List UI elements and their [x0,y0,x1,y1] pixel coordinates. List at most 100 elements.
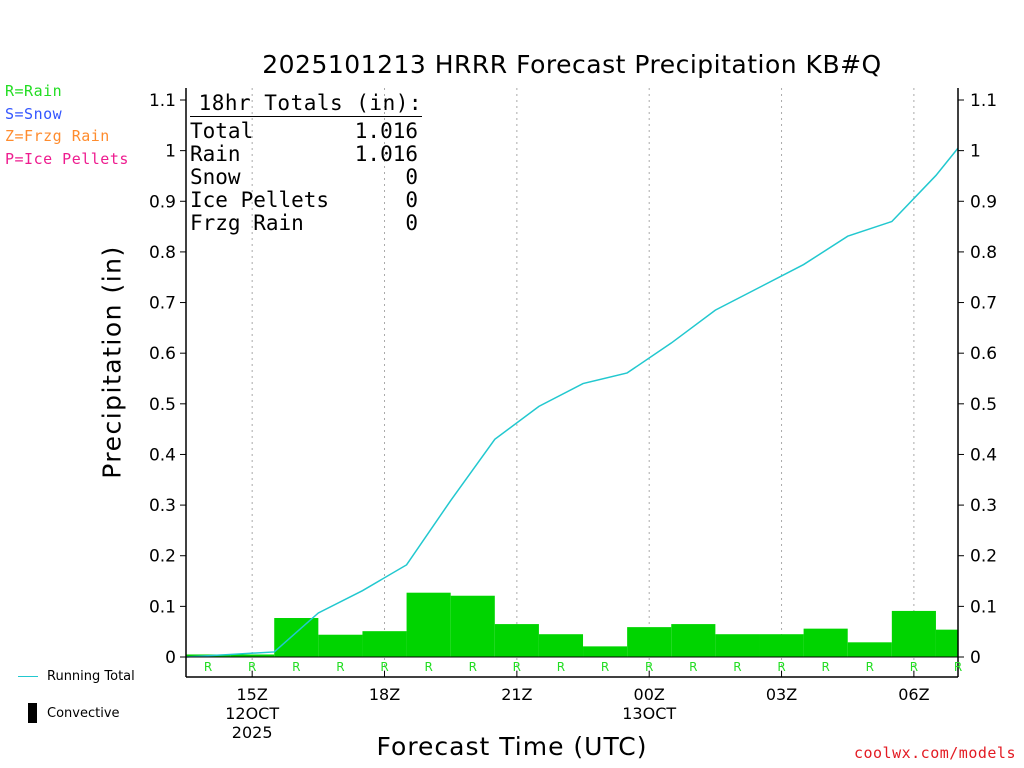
x-tick-label: 2025 [232,723,273,742]
precip-bar [583,646,628,657]
chart-title: 2025101213 HRRR Forecast Precipitation K… [262,50,882,79]
grid-layer [251,88,915,677]
y-axis-label: Precipitation (in) [97,245,127,479]
totals-value: 0 [405,211,418,235]
totals-value: 1.016 [354,142,418,166]
x-tick-label: 18Z [369,685,400,704]
bar-layer [186,592,958,657]
precip-type-label: R [601,660,609,674]
precip-type-label: R [292,660,300,674]
precip-bar [230,654,275,657]
totals-value: 1.016 [354,119,418,143]
line-layer [185,147,959,658]
precip-bar [627,627,672,657]
y-tick-label: 0.8 [149,243,176,263]
totals-value: 0 [405,188,418,212]
totals-label: Frzg Rain [190,211,304,235]
x-tick-label: 13OCT [622,704,676,723]
y-tick-label: 0.5 [970,395,997,415]
running-total-label: Running Total [47,669,135,684]
y-tick-label: 1.1 [149,91,176,111]
y-tick-label: 0.9 [970,192,997,212]
precip-bar [450,595,495,657]
y-tick-label: 0.8 [970,243,997,263]
precip-bar [715,634,760,657]
totals-box: 18hr Totals (in): Total 1.016 Rain 1.016… [190,92,422,235]
x-tick-label: 21Z [501,685,532,704]
totals-label: Snow [190,165,241,189]
legend-frzg-rain: Z=Frzg Rain [5,127,110,145]
precip-type-label: R [733,660,741,674]
totals-value: 0 [405,165,418,189]
precip-type-label: R [866,660,874,674]
y-tick-label: 0.9 [149,192,176,212]
totals-row-frzg-rain: Frzg Rain 0 [190,212,422,235]
precip-bar [847,642,892,657]
running-total-legend: Running Total [18,669,135,684]
y-tick-label: 0.6 [970,344,997,364]
credit-link[interactable]: coolwx.com/models [853,744,1016,762]
precip-bar [759,634,804,657]
totals-label: Total [190,119,254,143]
totals-row-ice-pellets: Ice Pellets 0 [190,189,422,212]
precip-type-label: R [469,660,477,674]
precip-type-legend: R=Rain S=Snow Z=Frzg Rain P=Ice Pellets [5,80,129,170]
y-tick-label: 0.2 [970,547,997,567]
x-tick-label: 15Z [237,685,268,704]
y-tick-label: 0.4 [970,445,997,465]
precip-type-label: R [248,660,256,674]
precip-bar [803,628,848,657]
precip-type-label: R [645,660,653,674]
precip-bar [671,624,716,657]
running-total-line [185,147,959,658]
precip-bar [538,634,584,657]
y-tick-label: 1 [165,142,176,162]
precip-bar [406,592,451,657]
totals-label: Ice Pellets [190,188,330,212]
precip-type-label: R [689,660,697,674]
y-tick-label: 0 [165,648,176,668]
y-tick-label: 0.3 [149,496,176,516]
y-tick-label: 0.1 [970,597,997,617]
precip-bar [935,629,958,657]
precip-bar [494,624,539,657]
y-tick-label: 0.7 [149,294,176,314]
precip-type-label: R [424,660,432,674]
totals-row-snow: Snow 0 [190,166,422,189]
precip-type-label: R [513,660,521,674]
bar-swatch [28,703,37,723]
y-tick-label: 0.4 [149,445,176,465]
convective-legend: Convective [18,703,120,723]
x-tick-label: 12OCT [225,704,279,723]
y-tick-label: 0.2 [149,547,176,567]
precip-type-label: R [380,660,388,674]
legend-snow: S=Snow [5,104,63,123]
y-tick-label: 0 [970,648,981,668]
precip-bar [362,631,407,657]
totals-row-rain: Rain 1.016 [190,143,422,166]
y-tick-label: 0.6 [149,344,176,364]
precip-bar [274,618,319,657]
precip-type-label: R [336,660,344,674]
y-tick-label: 1 [970,142,981,162]
legend-ice-pellets: P=Ice Pellets [5,149,129,168]
precip-type-label: R [821,660,829,674]
convective-label: Convective [47,705,120,721]
y-tick-label: 0.5 [149,395,176,415]
axis-layer: 0 00.1 0.10.2 0.20.3 0.30.4 0.40.5 0.50.6 0.60.… [149,88,997,742]
legend-rain: R=Rain [5,82,63,100]
totals-row-total: Total 1.016 [190,120,422,143]
x-axis-label: Forecast Time (UTC) [376,732,648,761]
totals-header: 18hr Totals (in): [190,92,422,117]
precip-bar [318,634,363,657]
y-tick-label: 1.1 [970,91,997,111]
totals-label: Rain [190,142,241,166]
x-tick-label: 00Z [634,685,665,704]
line-swatch [18,676,38,677]
y-tick-label: 0.1 [149,597,176,617]
y-tick-label: 0.3 [970,496,997,516]
precip-type-label: R [204,660,212,674]
precip-type-label: R [954,660,962,674]
